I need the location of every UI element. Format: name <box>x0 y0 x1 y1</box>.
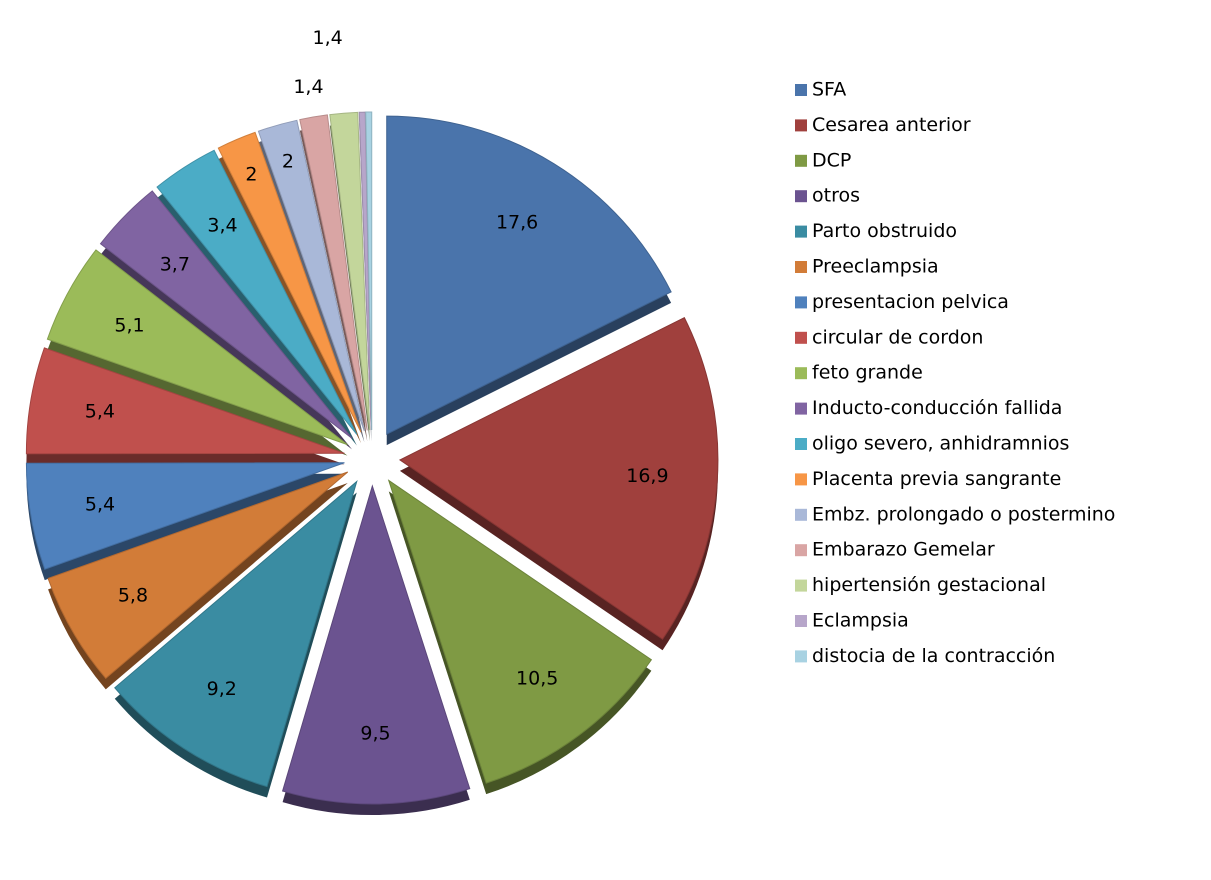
slice <box>47 471 349 680</box>
slice <box>156 149 358 435</box>
slice <box>386 115 672 435</box>
slice <box>398 316 719 640</box>
legend-swatch <box>795 650 807 663</box>
slice <box>114 480 358 788</box>
legend-swatch <box>795 296 807 309</box>
legend-label: feto grande <box>812 362 923 384</box>
slice <box>365 111 373 431</box>
slice <box>299 114 368 431</box>
legend-swatch <box>795 84 807 96</box>
legend-swatch <box>795 367 807 380</box>
legend-label: distocia de la contracción <box>812 645 1055 667</box>
legend-label: hipertensión gestacional <box>812 574 1046 596</box>
slice <box>329 111 371 431</box>
legend-swatch <box>795 402 807 415</box>
data-label: 10,5 <box>516 668 558 690</box>
legend-label: Placenta previa sangrante <box>812 468 1061 490</box>
slice <box>217 131 362 433</box>
legend-swatch <box>795 119 807 132</box>
legend-label: Embarazo Gemelar <box>812 539 995 561</box>
data-label: 17,6 <box>496 212 538 234</box>
data-label: 1,4 <box>313 27 343 49</box>
slice <box>25 347 345 455</box>
legend-label: presentacion pelvica <box>812 291 1009 313</box>
legend-label: otros <box>812 185 860 207</box>
legend-label: SFA <box>812 79 846 101</box>
legend-label: Inducto-conducción fallida <box>812 397 1062 419</box>
legend-label: Eclampsia <box>812 610 909 632</box>
legend-swatch <box>795 225 807 238</box>
slice <box>281 484 471 805</box>
slice <box>25 462 345 570</box>
data-label: 0,3 <box>344 0 374 3</box>
data-label: 5,4 <box>85 494 115 516</box>
legend-swatch <box>795 438 807 450</box>
slice <box>257 119 365 432</box>
data-label: 2 <box>245 163 257 185</box>
legend-label: Cesarea anterior <box>812 114 971 136</box>
slice <box>387 479 653 784</box>
legend-swatch <box>795 508 807 521</box>
data-label: 5,1 <box>114 315 144 337</box>
data-label: 5,8 <box>118 585 148 607</box>
data-label: 1,4 <box>293 76 323 98</box>
legend-label: oligo severo, anhidramnios <box>812 433 1069 455</box>
data-label: 9,5 <box>360 723 390 745</box>
legend-swatch <box>795 615 807 627</box>
legend-label: circular de cordon <box>812 326 983 348</box>
legend-label: Preeclampsia <box>812 256 939 278</box>
data-label: 9,2 <box>207 678 237 700</box>
legend-swatch <box>795 261 807 273</box>
legend-label: Parto obstruido <box>812 220 957 242</box>
legend-swatch <box>795 331 807 344</box>
legend-label: DCP <box>812 149 851 171</box>
data-label: 3,4 <box>207 214 237 236</box>
legend-swatch <box>795 190 807 203</box>
slice <box>46 249 348 446</box>
data-label: 5,4 <box>85 400 115 422</box>
legend-swatch <box>795 154 807 167</box>
slice-side <box>299 125 368 442</box>
legend-swatch <box>795 544 807 557</box>
slice <box>358 111 372 431</box>
slice <box>99 190 353 439</box>
slice-side <box>258 131 365 443</box>
legend-label: Embz. prolongado o postermino <box>812 503 1115 525</box>
data-label: 2 <box>282 150 294 172</box>
data-label: 16,9 <box>626 465 668 487</box>
legend-swatch <box>795 473 807 486</box>
legend-swatch <box>795 579 807 592</box>
data-label: 3,7 <box>160 253 190 275</box>
